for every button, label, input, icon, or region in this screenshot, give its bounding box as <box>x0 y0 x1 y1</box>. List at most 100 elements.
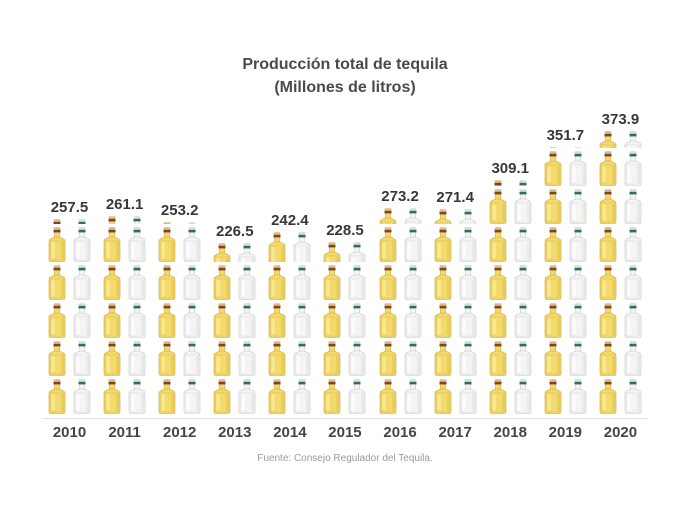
tequila-bottle-yellow-icon <box>433 303 453 338</box>
tequila-bottle-yellow-icon <box>433 227 453 262</box>
tequila-bottle-white-icon <box>292 303 312 338</box>
year-label-2011: 2011 <box>108 424 141 441</box>
year-label-2013: 2013 <box>218 424 252 441</box>
bottle-row <box>488 303 533 338</box>
tequila-bottle-white-icon <box>623 151 643 186</box>
tequila-bottle-white-icon <box>458 379 478 414</box>
bottle-row <box>598 265 643 300</box>
value-label: 309.1 <box>491 159 530 177</box>
tequila-bottle-yellow-icon <box>267 232 287 262</box>
partial-bottle-row <box>102 216 147 224</box>
tequila-bottle-white-icon <box>237 379 257 414</box>
tequila-bottle-white-icon <box>182 265 202 300</box>
tequila-bottle-white-icon <box>127 265 147 300</box>
tequila-bottle-white-icon <box>72 227 92 262</box>
tequila-bottle-yellow-icon <box>378 265 398 300</box>
bottle-row <box>157 265 202 300</box>
bottle-row <box>598 151 643 186</box>
tequila-bottle-yellow-icon <box>598 341 618 376</box>
tequila-bottle-white-icon <box>347 265 367 300</box>
tequila-bottle-yellow-icon <box>598 151 618 186</box>
tequila-bottle-white-icon <box>623 379 643 414</box>
tequila-bottle-yellow-icon <box>543 189 563 224</box>
tequila-bottle-yellow-icon <box>322 242 342 262</box>
tequila-bottle-white-icon <box>513 189 533 224</box>
column-2013: 226.5 <box>207 223 262 414</box>
tequila-bottle-white-icon <box>127 303 147 338</box>
partial-bottle-row <box>378 208 423 224</box>
tequila-bottle-white-icon <box>72 303 92 338</box>
tequila-bottle-yellow-icon <box>157 265 177 300</box>
tequila-bottle-white-icon <box>568 341 588 376</box>
column-2018: 309.1 <box>483 160 538 414</box>
tequila-bottle-yellow-icon <box>433 265 453 300</box>
tequila-bottle-yellow-icon <box>212 303 232 338</box>
tequila-bottle-yellow-icon <box>157 341 177 376</box>
chart-title-block: Producción total de tequila (Millones de… <box>0 53 690 99</box>
column-2010: 257.5 <box>42 199 97 414</box>
tequila-bottle-yellow-icon <box>47 265 67 300</box>
tequila-bottle-white-icon <box>403 341 423 376</box>
tequila-bottle-yellow-icon <box>598 265 618 300</box>
bottle-row <box>378 227 423 262</box>
bottle-row <box>378 379 423 414</box>
tequila-bottle-yellow-icon <box>322 265 342 300</box>
column-2011: 261.1 <box>97 196 152 414</box>
tequila-bottle-white-icon <box>72 341 92 376</box>
bottle-row <box>433 227 478 262</box>
tequila-bottle-white-icon <box>458 303 478 338</box>
tequila-bottle-white-icon <box>292 341 312 376</box>
partial-bottle-row <box>322 242 367 262</box>
partial-bottle-row <box>598 131 643 148</box>
tequila-bottle-yellow-icon <box>102 303 122 338</box>
bottle-row <box>378 265 423 300</box>
tequila-bottle-white-icon <box>127 379 147 414</box>
tequila-bottle-white-icon <box>513 379 533 414</box>
tequila-bottle-yellow-icon <box>157 222 177 224</box>
tequila-bottle-white-icon <box>458 341 478 376</box>
bottle-row <box>267 341 312 376</box>
tequila-bottle-yellow-icon <box>102 265 122 300</box>
tequila-bottle-white-icon <box>182 303 202 338</box>
tequila-bottle-white-icon <box>292 265 312 300</box>
tequila-bottle-white-icon <box>347 242 367 262</box>
tequila-bottle-yellow-icon <box>378 303 398 338</box>
year-label-2016: 2016 <box>383 424 417 441</box>
bottle-row <box>157 341 202 376</box>
tequila-bottle-yellow-icon <box>212 243 232 262</box>
bottle-row <box>378 341 423 376</box>
tequila-bottle-white-icon <box>568 265 588 300</box>
tequila-bottle-white-icon <box>347 303 367 338</box>
tequila-bottle-white-icon <box>403 208 423 224</box>
bottle-row <box>322 303 367 338</box>
tequila-bottle-yellow-icon <box>212 341 232 376</box>
bottle-row <box>212 341 257 376</box>
bottle-row <box>322 379 367 414</box>
tequila-bottle-yellow-icon <box>267 303 287 338</box>
tequila-bottle-white-icon <box>458 209 478 224</box>
tequila-bottle-yellow-icon <box>267 341 287 376</box>
bottle-row <box>47 265 92 300</box>
year-label-2012: 2012 <box>163 424 197 441</box>
tequila-bottle-white-icon <box>72 265 92 300</box>
tequila-bottle-yellow-icon <box>543 147 563 148</box>
tequila-bottle-yellow-icon <box>378 379 398 414</box>
partial-bottle-row <box>47 219 92 224</box>
bottle-row <box>212 265 257 300</box>
tequila-bottle-yellow-icon <box>488 189 508 224</box>
tequila-bottle-white-icon <box>568 379 588 414</box>
tequila-bottle-white-icon <box>182 227 202 262</box>
tequila-bottle-yellow-icon <box>378 227 398 262</box>
bottle-row <box>267 265 312 300</box>
value-label: 253.2 <box>160 201 199 219</box>
year-label-2018: 2018 <box>493 424 527 441</box>
bottle-row <box>212 379 257 414</box>
bottle-row <box>47 227 92 262</box>
tequila-bottle-white-icon <box>292 232 312 262</box>
tequila-bottle-yellow-icon <box>543 379 563 414</box>
partial-bottle-row <box>212 243 257 262</box>
tequila-bottle-white-icon <box>623 227 643 262</box>
tequila-bottle-white-icon <box>568 189 588 224</box>
tequila-bottle-yellow-icon <box>433 341 453 376</box>
tequila-bottle-white-icon <box>513 180 533 186</box>
